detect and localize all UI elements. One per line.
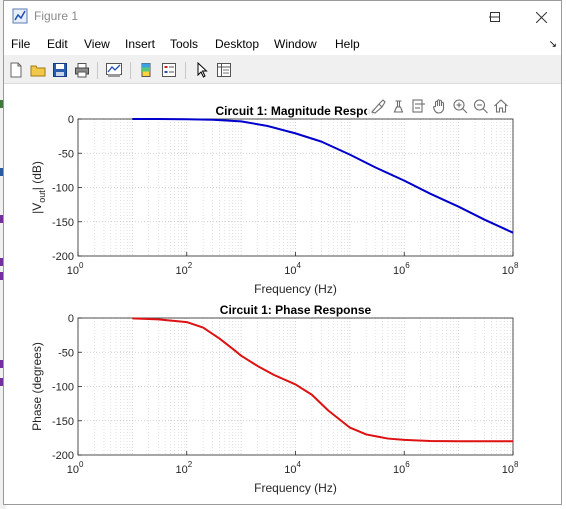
phase-x-tick-label: 10 [284,464,296,476]
title-bar: Figure 1 [4,1,561,33]
phase-x-tick-exponent: 8 [514,460,519,469]
close-icon [535,11,547,23]
magnitude-series-line [132,118,514,234]
zoom-out-icon[interactable] [473,99,488,114]
phase-series-line [132,317,513,443]
magnitude-x-tick-exponent: 0 [79,261,84,270]
phase-x-tick-label: 10 [502,464,514,476]
maximize-button[interactable] [472,1,518,33]
menu-window[interactable]: Window [274,37,317,51]
menu-insert[interactable]: Insert [125,37,156,51]
menu-help[interactable]: Help [335,37,360,51]
phase-x-tick-exponent: 0 [79,460,84,469]
maximize-icon [490,12,500,22]
menu-view[interactable]: View [84,37,110,51]
new-figure-icon [10,62,22,78]
phase-x-tick-label: 10 [176,464,188,476]
save-button[interactable] [50,60,70,80]
insert-legend-icon [162,63,176,77]
zoom-in-icon[interactable] [453,99,468,114]
magnitude-x-tick-exponent: 2 [188,261,193,270]
phase-x-tick-exponent: 2 [188,460,193,469]
insert-colorbar-button[interactable] [136,60,156,80]
home-icon[interactable] [494,99,508,113]
insert-colorbar-icon [141,63,151,77]
magnitude-x-tick-label: 10 [67,265,79,277]
magnitude-y-tick-label: 0 [68,114,74,126]
axes-toolbar [367,96,512,116]
toolbar-separator [130,62,131,79]
phase-y-tick-label: 0 [68,313,74,325]
magnitude-x-tick-exponent: 4 [297,261,302,270]
magnitude-y-tick-label: -150 [52,217,74,229]
phase-x-tick-label: 10 [393,464,405,476]
toolbar-separator [97,62,98,79]
toolbar-separator [185,62,186,79]
new-figure-button[interactable] [6,60,26,80]
magnitude-x-tick-label: 10 [176,265,188,277]
figure-window: Figure 1 File Edit View Insert Tools Des… [3,0,562,505]
magnitude-x-axis-label: Frequency (Hz) [254,282,337,296]
close-button[interactable] [518,1,564,33]
link-plot-button[interactable] [104,60,124,80]
save-icon [53,63,67,77]
magnitude-title: Circuit 1: Magnitude Respor [215,104,375,118]
property-inspector-button[interactable] [214,60,234,80]
print-button[interactable] [72,60,92,80]
magnitude-x-tick-label: 10 [393,265,405,277]
menu-bar: File Edit View Insert Tools Desktop Wind… [4,33,561,55]
magnitude-y-tick-label: -50 [58,148,74,160]
link-plot-icon [106,63,122,77]
pan-hand-icon[interactable] [432,99,445,114]
phase-y-axis-label: Phase (degrees) [30,342,44,431]
window-title: Figure 1 [34,9,79,23]
phase-y-tick-label: -150 [52,416,74,428]
menu-edit[interactable]: Edit [47,37,68,51]
insert-legend-button[interactable] [159,60,179,80]
print-icon [75,63,89,78]
phase-y-tick-label: -100 [52,382,74,394]
magnitude-y-tick-label: -200 [52,251,74,263]
data-tips-icon[interactable] [393,100,404,113]
menu-desktop[interactable]: Desktop [215,37,260,51]
figure-toolbar [4,56,561,84]
magnitude-x-tick-exponent: 6 [405,261,410,270]
edit-plot-arrow-icon [197,62,208,78]
matlab-figure-icon [12,8,28,24]
magnitude-y-axis-label: |Vout| (dB) [30,161,47,214]
phase-x-tick-exponent: 4 [297,460,302,469]
figure-canvas: 0 -50 -100 -150 -200 10 0 10 2 10 4 10 6 10 8 Circuit 1… [4,84,561,504]
magnitude-x-tick-exponent: 8 [514,261,519,270]
edit-plot-button[interactable] [192,60,212,80]
phase-y-tick-label: -200 [52,450,74,462]
menu-tools[interactable]: Tools [170,37,199,51]
phase-title: Circuit 1: Phase Response [220,303,372,317]
phase-y-tick-label: -50 [58,347,74,359]
menu-file[interactable]: File [11,37,31,51]
phase-x-tick-exponent: 6 [405,460,410,469]
magnitude-x-tick-label: 10 [284,265,296,277]
property-inspector-icon [217,63,231,77]
magnitude-y-tick-label: -100 [52,183,74,195]
phase-x-axis-label: Frequency (Hz) [254,481,337,495]
open-file-icon [30,65,46,77]
magnitude-x-tick-label: 10 [502,265,514,277]
open-file-button[interactable] [28,60,48,80]
dock-figure-icon[interactable]: ↘ [548,39,557,50]
export-icon[interactable] [412,99,425,113]
phase-x-tick-label: 10 [67,464,79,476]
brush-icon[interactable] [371,99,386,114]
